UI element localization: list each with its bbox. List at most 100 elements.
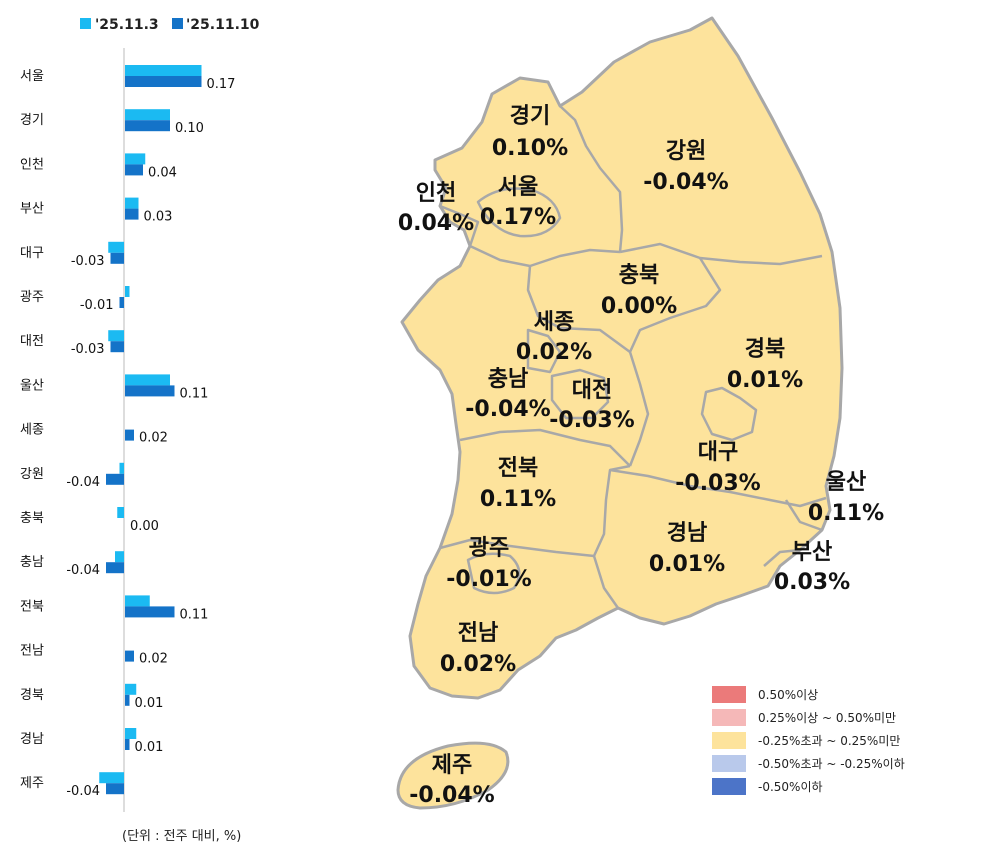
bar-series1 [115, 551, 124, 563]
region-name: 광주 [469, 536, 509, 561]
legend-label: -0.50%이하 [758, 780, 823, 794]
border-daejeon [550, 368, 610, 420]
region-name: 전남 [458, 621, 498, 646]
region-value: -0.04% [643, 170, 728, 195]
bar-series1 [119, 462, 124, 474]
category-label: 강원 [20, 467, 44, 482]
category-label: 경남 [20, 732, 44, 747]
legend-swatch [712, 709, 746, 726]
unit-note: (단위 : 전주 대비, %) [122, 829, 241, 844]
bar-series1 [108, 241, 124, 253]
legend-swatch [712, 778, 746, 795]
legend-swatch [712, 686, 746, 703]
category-label: 경기 [20, 113, 44, 128]
bar-value-label: 0.11 [180, 607, 209, 622]
category-label: 인천 [20, 157, 44, 172]
region-value: -0.04% [409, 783, 494, 808]
bar-series2 [110, 341, 124, 353]
bar-series1 [125, 286, 130, 297]
region-name: 대구 [698, 440, 738, 465]
region-name: 충남 [488, 367, 528, 392]
bar-series1 [125, 595, 150, 607]
category-label: 충남 [20, 555, 44, 570]
legend-swatch [712, 732, 746, 749]
bar-series1 [125, 109, 170, 121]
border-jeonnam-gyeongnam [592, 555, 620, 609]
bar-series1 [108, 330, 124, 342]
category-label: 서울 [20, 69, 44, 84]
bar-value-label: 0.04 [148, 165, 177, 180]
bar-value-label: 0.02 [139, 652, 168, 667]
jeju-island [396, 741, 510, 810]
bar-series2 [125, 606, 175, 618]
region-value: 0.11% [480, 487, 556, 512]
legend-label: -0.50%초과 ~ -0.25%이하 [758, 757, 905, 771]
region-value: 0.11% [808, 501, 884, 526]
border-daegu [700, 386, 758, 442]
region-value: 0.02% [440, 652, 516, 677]
bar-series1 [125, 65, 202, 76]
region-value: 0.17% [480, 205, 556, 230]
korea-map: 경기 0.10% 강원 -0.04% 인천 0.04% 서울 0.17% 충북 0.00% 세종 0.… [396, 16, 884, 810]
bar-series2 [125, 385, 175, 397]
bar-value-label: 0.10 [175, 121, 204, 136]
border-chungbuk-gyeongbuk [628, 257, 722, 467]
region-value: 0.02% [516, 340, 592, 365]
bar-value-label: 0.11 [180, 386, 209, 401]
region-value: 0.10% [492, 136, 568, 161]
category-label: 대전 [20, 334, 44, 349]
region-value: -0.04% [465, 397, 550, 422]
region-value: 0.01% [727, 368, 803, 393]
bar-value-label: 0.01 [135, 696, 164, 711]
bar-series1 [125, 683, 137, 695]
bar-series2 [119, 297, 124, 308]
category-label: 울산 [20, 378, 44, 393]
bar-series2 [125, 429, 134, 441]
bar-series1 [99, 772, 124, 784]
bar-chart: 서울 0.17 경기 0.10 인천 0.04 부산 0.03 대구 -0.03 광주 -0.01 대전… [20, 48, 235, 812]
bar-value-label: -0.01 [80, 298, 114, 313]
bar-series2 [125, 694, 130, 706]
region-value: -0.01% [446, 567, 531, 592]
bar-value-label: -0.03 [71, 254, 105, 269]
bar-value-label: -0.04 [66, 563, 100, 578]
category-label: 대구 [20, 246, 44, 261]
bar-series1 [125, 197, 139, 209]
bar-series1 [125, 374, 170, 386]
region-name: 울산 [826, 470, 866, 495]
region-labels: 경기 0.10% 강원 -0.04% 인천 0.04% 서울 0.17% 충북 0.00% 세종 0.… [398, 104, 884, 808]
region-value: -0.03% [675, 471, 760, 496]
bar-value-label: -0.04 [66, 475, 100, 490]
bar-value-label: 0.01 [135, 740, 164, 755]
bar-series2 [125, 120, 170, 132]
border-chungnam-jeonbuk [459, 428, 631, 467]
region-name: 전북 [498, 456, 538, 481]
region-value: 0.01% [649, 552, 725, 577]
bar-value-label: 0.03 [144, 210, 173, 225]
region-name: 서울 [498, 175, 538, 200]
bar-series2 [125, 208, 139, 220]
series1-swatch [80, 18, 91, 29]
category-label: 제주 [20, 776, 44, 791]
bar-value-label: -0.04 [66, 784, 100, 799]
series2-swatch [172, 18, 183, 29]
category-label: 광주 [20, 290, 44, 305]
bar-series1 [125, 728, 137, 739]
series-legend: '25.11.3 '25.11.10 [80, 17, 260, 33]
border-gyeonggi-south [469, 244, 621, 268]
bar-value-label: -0.03 [71, 342, 105, 357]
bar-series2 [106, 783, 124, 795]
region-name: 경기 [510, 104, 550, 129]
bar-series2 [125, 739, 130, 750]
bar-value-label: 0.00 [130, 519, 159, 534]
border-sejong [526, 328, 562, 374]
range-legend: 0.50%이상 0.25%이상 ~ 0.50%미만 -0.25%초과 ~ 0.25%… [712, 686, 905, 795]
category-label: 충북 [20, 511, 44, 526]
region-name: 인천 [416, 181, 456, 206]
region-name: 세종 [534, 310, 574, 335]
border-busan [763, 548, 801, 567]
border-ulsan [784, 499, 823, 532]
legend-label: -0.25%초과 ~ 0.25%미만 [758, 734, 900, 748]
region-value: 0.03% [774, 570, 850, 595]
